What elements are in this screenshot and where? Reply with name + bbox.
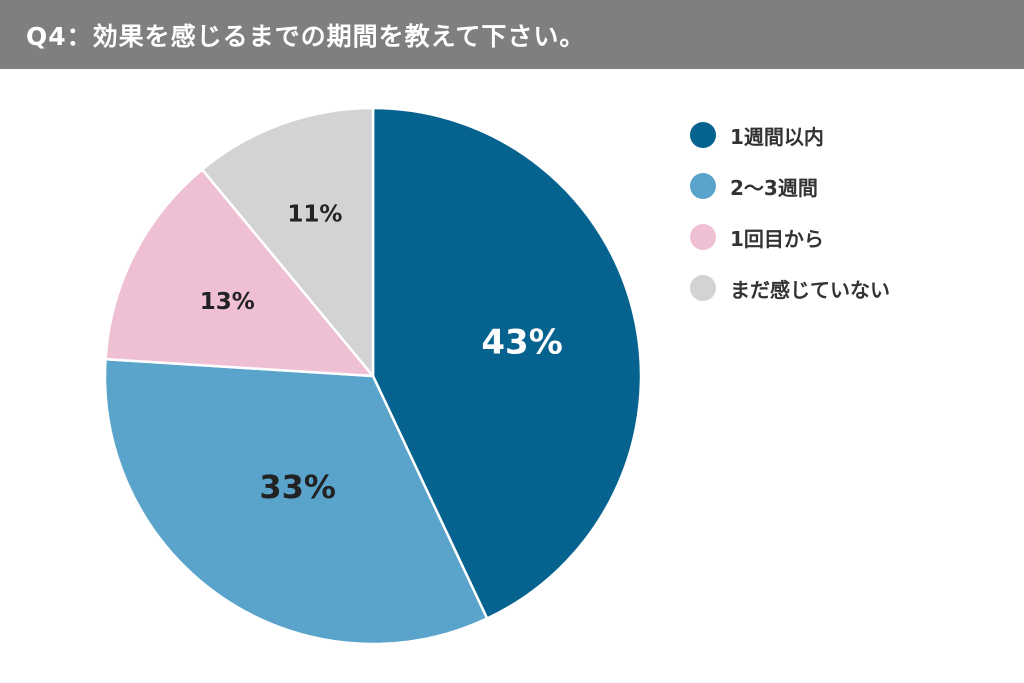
legend-label-1: 1週間以内 bbox=[730, 124, 824, 149]
pie-label-3: 13% bbox=[200, 289, 255, 315]
legend-item-4: まだ感じていない bbox=[690, 275, 890, 302]
chart-title-text: Q4：効果を感じるまでの期間を教えて下さい。 bbox=[26, 21, 586, 51]
legend-label-2: 2〜3週間 bbox=[730, 175, 818, 200]
pie-slice-1 bbox=[371, 106, 643, 620]
legend-label-3: 1回目から bbox=[730, 226, 824, 251]
legend-item-1: 1週間以内 bbox=[690, 122, 890, 149]
pie-slice-4 bbox=[200, 106, 375, 378]
pie-label-1: 43% bbox=[481, 323, 562, 363]
legend-swatch-2 bbox=[690, 173, 716, 199]
chart-title: Q4：効果を感じるまでの期間を教えて下さい。 bbox=[0, 0, 1024, 69]
legend-item-2: 2〜3週間 bbox=[690, 173, 890, 200]
legend-swatch-4 bbox=[690, 275, 716, 301]
legend-label-4: まだ感じていない bbox=[730, 277, 890, 302]
pie-slice-3 bbox=[104, 168, 375, 378]
legend: 1週間以内 2〜3週間 1回目から まだ感じていない bbox=[690, 122, 890, 326]
legend-swatch-3 bbox=[690, 224, 716, 250]
pie-label-4: 11% bbox=[287, 202, 342, 228]
pie-slice-2 bbox=[103, 357, 489, 646]
legend-item-3: 1回目から bbox=[690, 224, 890, 251]
pie-label-2: 33% bbox=[259, 468, 336, 506]
pie-chart: 43% 33% 13% 11% bbox=[103, 106, 643, 646]
legend-swatch-1 bbox=[690, 122, 716, 148]
